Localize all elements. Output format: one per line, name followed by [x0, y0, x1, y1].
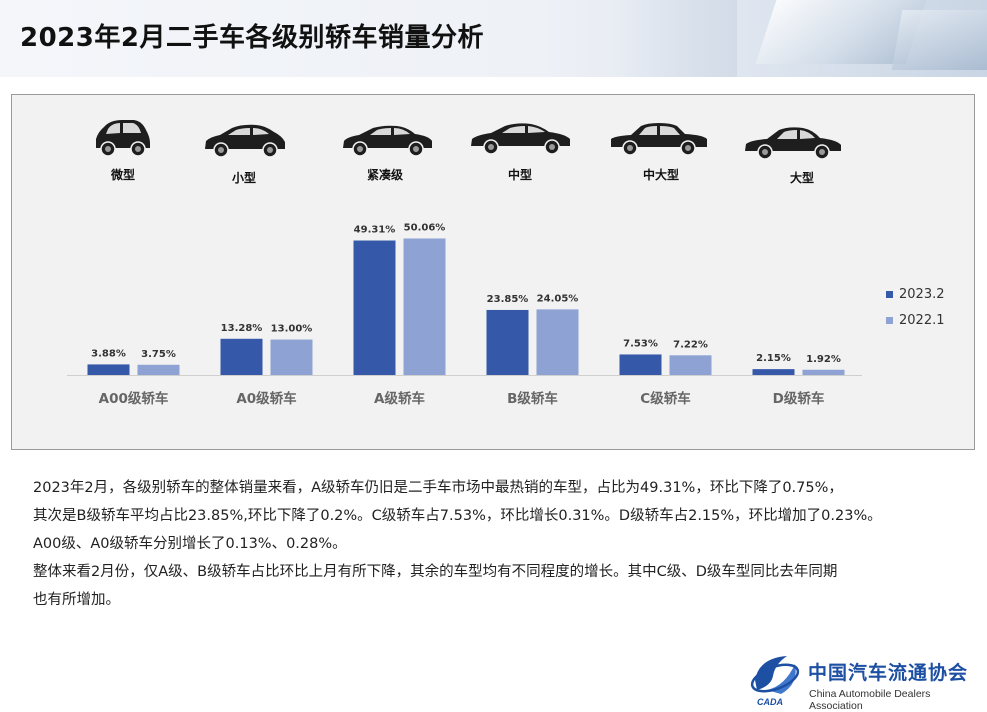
bar-series-a — [87, 364, 130, 375]
legend-item-2023-2: 2023.2 — [886, 285, 945, 311]
car-type-label: 中型 — [507, 168, 532, 182]
paragraph-line: 也有所增加。 — [33, 592, 120, 608]
category-label: A级轿车 — [374, 390, 425, 407]
legend-item-2022-1: 2022.1 — [886, 311, 945, 337]
bar-series-a — [220, 338, 263, 375]
category-label: B级轿车 — [507, 390, 558, 407]
cada-logo: CADA 中国汽车流通协会 China Automobile Dealers A… — [745, 650, 985, 712]
category-label: C级轿车 — [640, 390, 690, 407]
car-type-label: 中大型 — [642, 168, 679, 182]
car-type-label: 紧凑级 — [366, 168, 403, 182]
bar-chart: 3.88% 3.75% A00级轿车 13.28% 13.00% A0级轿车 49.31% 5… — [67, 222, 862, 407]
bar-value-label: 13.28% — [221, 323, 263, 334]
category-label: A0级轿车 — [236, 390, 296, 407]
header-decoration — [891, 10, 987, 70]
paragraph-line: 其次是B级轿车平均占比23.85%,环比下降了0.2%。C级轿车占7.53%，环… — [33, 508, 882, 524]
bar-value-label: 50.06% — [404, 222, 446, 233]
fullsize-sedan-icon — [745, 127, 841, 160]
page-title: 2023年2月二手车各级别轿车销量分析 — [20, 23, 484, 53]
svg-text:CADA: CADA — [757, 697, 783, 707]
analysis-text: 2023年2月，各级别轿车的整体销量来看，A级轿车仍旧是二手车市场中最热销的车型… — [33, 474, 973, 614]
large-sedan-icon — [611, 123, 707, 156]
legend-swatch — [886, 317, 893, 324]
bar-series-a — [486, 309, 529, 375]
bar-value-label: 3.75% — [141, 349, 176, 360]
chart-panel: 微型 小型 紧凑级 中型 中大型 大型 3.88% 3.75% A00级轿车 13.2… — [11, 94, 975, 450]
header-banner: 2023年2月二手车各级别轿车销量分析 — [0, 0, 987, 77]
midsize-sedan-icon — [471, 123, 570, 155]
legend-swatch — [886, 291, 893, 298]
legend-label: 2022.1 — [899, 313, 945, 328]
bar-series-b — [270, 339, 313, 375]
bar-value-label: 49.31% — [354, 225, 396, 236]
header-decoration — [617, 0, 737, 77]
hatchback-icon — [205, 124, 285, 158]
chart-legend: 2023.2 2022.1 — [886, 285, 945, 337]
bar-series-b — [802, 369, 845, 375]
bar-value-label: 1.92% — [806, 354, 841, 365]
bar-value-label: 24.05% — [537, 293, 579, 304]
bar-series-b — [669, 355, 712, 375]
category-label: A00级轿车 — [99, 390, 169, 407]
paragraph-line: 2023年2月，各级别轿车的整体销量来看，A级轿车仍旧是二手车市场中最热销的车型… — [33, 480, 843, 496]
legend-label: 2023.2 — [899, 287, 945, 302]
bar-value-label: 7.22% — [673, 339, 708, 350]
logo-name-cn: 中国汽车流通协会 — [808, 662, 969, 684]
bar-value-label: 13.00% — [271, 324, 313, 335]
category-label: D级轿车 — [773, 390, 825, 407]
bar-series-a — [353, 240, 396, 375]
compact-sedan-icon — [343, 125, 432, 157]
bar-value-label: 23.85% — [487, 294, 529, 305]
bar-series-a — [619, 354, 662, 375]
car-type-label: 大型 — [789, 171, 814, 185]
bar-series-a — [752, 369, 795, 375]
bar-value-label: 7.53% — [623, 338, 658, 349]
bar-series-b — [137, 364, 180, 375]
microcar-icon — [96, 120, 150, 157]
car-type-label: 微型 — [110, 168, 135, 182]
logo-name-en: China Automobile Dealers Association — [809, 688, 931, 712]
bar-series-b — [403, 238, 446, 375]
bar-value-label: 3.88% — [91, 348, 126, 359]
bar-value-label: 2.15% — [756, 353, 791, 364]
paragraph-line: 整体来看2月份，仅A级、B级轿车占比环比上月有所下降，其余的车型均有不同程度的增… — [33, 564, 838, 580]
car-type-label: 小型 — [231, 171, 256, 185]
paragraph-line: A00级、A0级轿车分别增长了0.13%、0.28%。 — [33, 536, 347, 552]
bar-series-b — [536, 309, 579, 375]
cada-logo-mark: CADA — [750, 656, 800, 707]
